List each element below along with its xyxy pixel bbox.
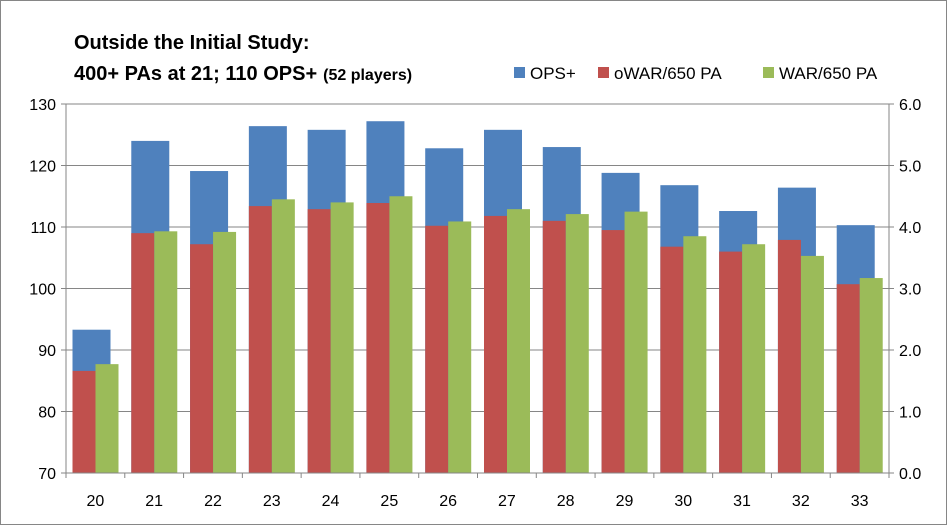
bar-war-21 — [154, 231, 178, 473]
x-tick-label: 25 — [380, 493, 398, 510]
bar-war-23 — [271, 199, 295, 473]
bar-owar-33 — [836, 284, 860, 473]
bar-owar-28 — [542, 220, 566, 473]
bar-owar-26 — [425, 225, 449, 473]
y-right-tick-label: 3.0 — [899, 282, 921, 299]
bar-owar-23 — [248, 206, 272, 473]
x-tick-label: 27 — [498, 493, 516, 510]
bar-war-22 — [213, 231, 237, 473]
x-tick-label: 31 — [733, 493, 751, 510]
x-tick-label: 32 — [792, 493, 810, 510]
bar-war-20 — [95, 364, 119, 473]
legend-label-1: oWAR/650 PA — [614, 64, 722, 83]
y-left-tick-label: 70 — [38, 466, 56, 483]
chart-title-line2: 400+ PAs at 21; 110 OPS+ (52 players) — [74, 63, 412, 85]
bar-war-25 — [389, 196, 413, 473]
y-right-tick-label: 6.0 — [899, 97, 921, 114]
bar-war-26 — [448, 221, 472, 473]
axes-layer — [61, 103, 894, 478]
x-tick-label: 30 — [674, 493, 692, 510]
y-left-tick-label: 120 — [29, 159, 56, 176]
x-tick-label: 26 — [439, 493, 457, 510]
bar-owar-20 — [72, 370, 96, 473]
y-right-tick-label: 0.0 — [899, 466, 921, 483]
bar-war-28 — [565, 214, 589, 473]
y-right-tick-label: 1.0 — [899, 405, 921, 422]
bar-owar-21 — [131, 233, 155, 473]
x-tick-label: 22 — [204, 493, 222, 510]
bar-owar-27 — [484, 215, 507, 473]
y-right-tick-label: 5.0 — [899, 159, 921, 176]
y-left-tick-label: 80 — [38, 405, 56, 422]
chart-subtitle: (52 players) — [323, 67, 412, 84]
x-tick-label: 28 — [557, 493, 575, 510]
chart-title-line2-main: 400+ PAs at 21; 110 OPS+ — [74, 63, 317, 85]
bars-layer — [72, 121, 883, 474]
legend-label-2: WAR/650 PA — [779, 64, 878, 83]
bar-war-33 — [859, 278, 883, 473]
tick-labels: 70 80 90 100 110 120 130 0.0 1.0 2.0 3.0 4.0 5.0 6.0 2… — [29, 97, 921, 510]
bar-owar-32 — [777, 239, 801, 473]
x-tick-label: 23 — [263, 493, 281, 510]
legend-swatch-2 — [763, 67, 774, 78]
x-tick-label: 20 — [86, 493, 104, 510]
bar-owar-25 — [366, 203, 390, 473]
bar-war-27 — [507, 209, 530, 474]
bar-owar-31 — [719, 251, 743, 473]
y-right-tick-label: 2.0 — [899, 343, 921, 360]
legend: OPS+ oWAR/650 PA WAR/650 PA — [514, 64, 878, 83]
bar-owar-30 — [660, 246, 684, 473]
x-tick-label: 21 — [145, 493, 163, 510]
bar-owar-22 — [190, 244, 214, 473]
bar-war-32 — [800, 255, 824, 473]
x-tick-label: 24 — [322, 493, 340, 510]
legend-swatch-0 — [514, 67, 525, 78]
bar-war-30 — [683, 236, 707, 473]
bar-owar-24 — [307, 209, 331, 474]
bar-war-29 — [624, 211, 648, 473]
x-tick-label: 29 — [616, 493, 634, 510]
y-left-tick-label: 110 — [30, 220, 56, 237]
chart-title-line1: Outside the Initial Study: — [74, 32, 310, 54]
y-left-tick-label: 100 — [29, 282, 56, 299]
y-left-tick-label: 130 — [29, 97, 56, 114]
bar-owar-29 — [601, 230, 625, 473]
bar-war-24 — [330, 202, 354, 473]
y-left-tick-label: 90 — [38, 343, 56, 360]
legend-label-0: OPS+ — [530, 64, 576, 83]
bar-war-31 — [742, 244, 766, 473]
legend-swatch-1 — [598, 67, 609, 78]
y-right-tick-label: 4.0 — [899, 220, 921, 237]
x-tick-label: 33 — [851, 493, 869, 510]
